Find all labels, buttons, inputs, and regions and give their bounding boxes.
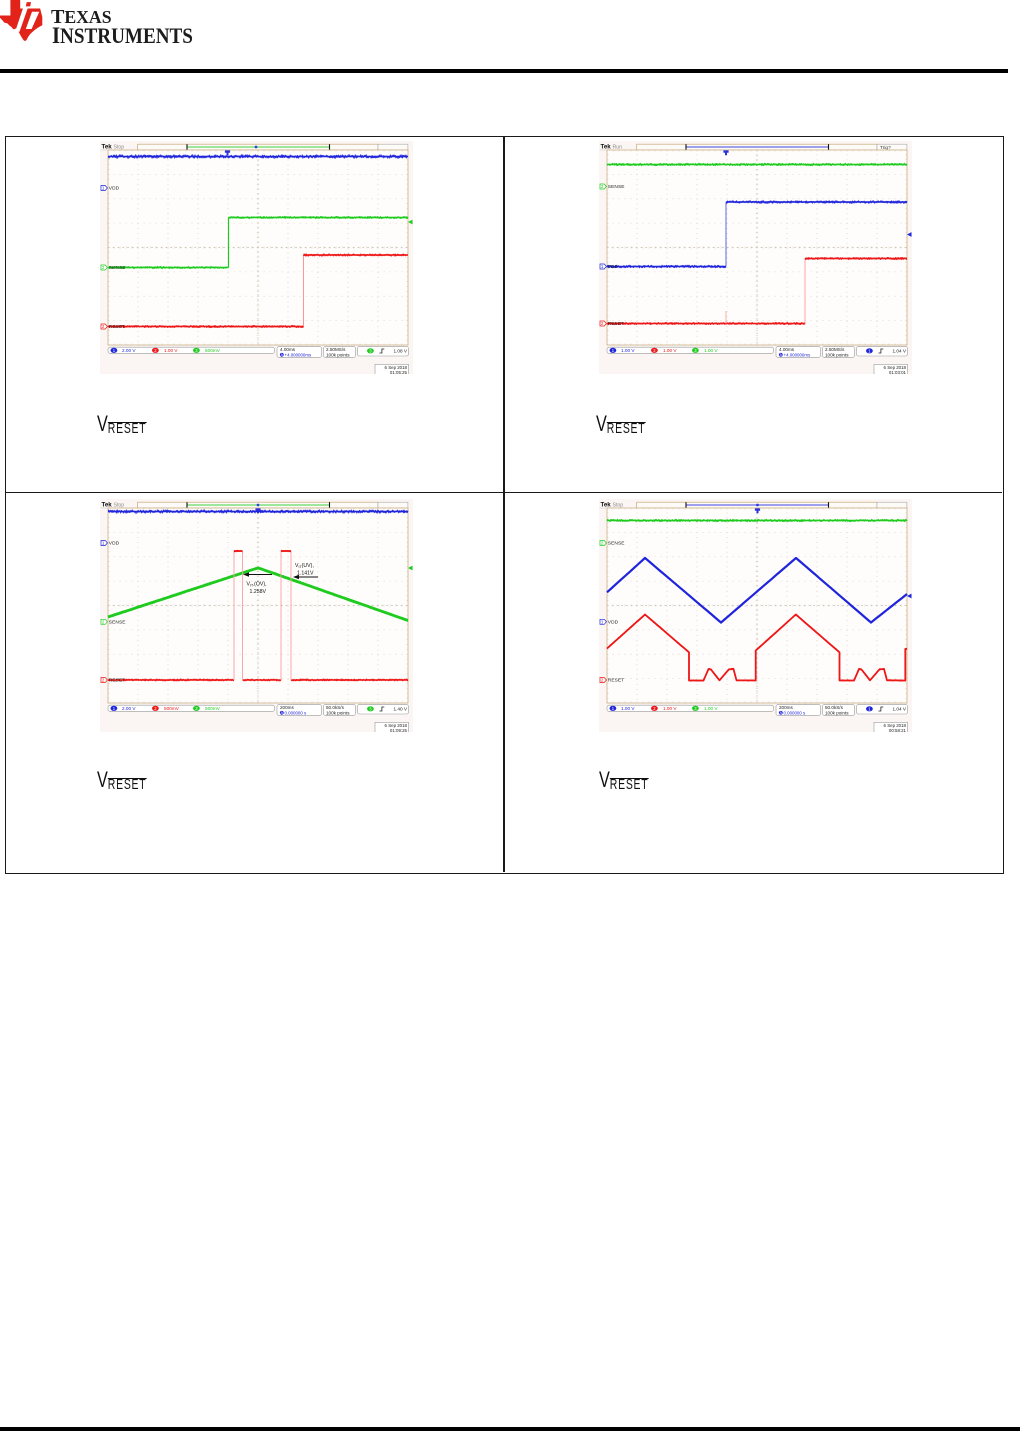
svg-text:0.000000 s: 0.000000 s [284, 710, 307, 715]
svg-text:200ms: 200ms [779, 705, 793, 710]
svg-text:1.00 V: 1.00 V [621, 348, 635, 353]
svg-text:A: A [280, 711, 283, 715]
svg-text:3: 3 [195, 347, 198, 352]
svg-text:01:05:25: 01:05:25 [389, 369, 407, 373]
svg-text:1.40 V: 1.40 V [393, 706, 407, 711]
svg-text:1.00 V: 1.00 V [704, 706, 718, 711]
svg-text:500mV: 500mV [164, 706, 180, 711]
svg-text:Tek: Tek [600, 143, 611, 150]
svg-text:01:03:01: 01:03:01 [888, 369, 906, 373]
svg-text:4.00ms: 4.00ms [779, 347, 795, 352]
svg-text:+4.000000ms: +4.000000ms [783, 352, 811, 357]
svg-text:1: 1 [600, 619, 603, 624]
svg-text:INSTRUMENTS: INSTRUMENTS [52, 22, 193, 49]
svg-text:VDD: VDD [108, 540, 119, 546]
svg-text:2: 2 [653, 347, 656, 352]
svg-text:1: 1 [112, 347, 115, 352]
svg-text:6 Sep 2018: 6 Sep 2018 [883, 365, 906, 370]
svg-text:2: 2 [101, 619, 104, 624]
svg-text:SENSE: SENSE [607, 184, 624, 190]
svg-text:2: 2 [154, 347, 157, 352]
svg-text:Trig?: Trig? [880, 145, 891, 151]
svg-text:1: 1 [101, 540, 104, 545]
svg-text:VDD: VDD [108, 185, 119, 191]
svg-text:2.00 V: 2.00 V [122, 348, 136, 353]
svg-text:SENSE: SENSE [108, 619, 125, 625]
svg-text:+4.000000ms: +4.000000ms [284, 352, 312, 357]
svg-text:100k points: 100k points [825, 352, 849, 357]
svg-text:2: 2 [101, 324, 104, 329]
svg-text:50.0kS/s: 50.0kS/s [825, 705, 844, 710]
svg-text:Tek: Tek [101, 501, 112, 508]
svg-text:3: 3 [694, 347, 697, 352]
svg-text:SENSE: SENSE [607, 540, 624, 546]
svg-text:1: 1 [101, 185, 104, 190]
svg-text:RESET: RESET [607, 321, 624, 327]
svg-text:00:58:21: 00:58:21 [888, 727, 906, 731]
svg-text:1.00 V: 1.00 V [621, 706, 635, 711]
svg-text:3: 3 [369, 706, 372, 711]
svg-text:1: 1 [600, 264, 603, 269]
svg-text:VIT(UV),: VIT(UV), [295, 563, 314, 569]
svg-text:0.000000 s: 0.000000 s [783, 710, 806, 715]
svg-text:TEXAS: TEXAS [51, 6, 112, 28]
svg-text:2: 2 [600, 677, 603, 682]
svg-text:100k points: 100k points [326, 710, 350, 715]
svg-text:VDD: VDD [607, 619, 618, 625]
svg-text:2: 2 [600, 321, 603, 326]
svg-text:6 Sep 2018: 6 Sep 2018 [384, 365, 407, 370]
svg-text:Run: Run [612, 144, 622, 150]
svg-text:A: A [779, 353, 782, 357]
svg-text:Stop: Stop [113, 144, 124, 150]
svg-text:VIT-(OV),: VIT-(OV), [246, 581, 266, 587]
svg-text:RESET: RESET [607, 677, 624, 683]
svg-text:3: 3 [369, 348, 372, 353]
svg-text:1: 1 [611, 705, 614, 710]
svg-text:A: A [779, 711, 782, 715]
svg-text:1.00 V: 1.00 V [663, 706, 677, 711]
svg-text:100k points: 100k points [326, 352, 350, 357]
svg-text:1.08 V: 1.08 V [393, 348, 407, 353]
svg-text:1.00 V: 1.00 V [663, 348, 677, 353]
svg-text:Tek: Tek [600, 501, 611, 508]
svg-text:4.00ms: 4.00ms [280, 347, 296, 352]
svg-text:1: 1 [868, 706, 871, 711]
svg-text:100k points: 100k points [825, 710, 849, 715]
svg-text:500mV: 500mV [205, 348, 221, 353]
svg-text:1.04 V: 1.04 V [892, 706, 906, 711]
svg-text:2: 2 [600, 540, 603, 545]
svg-text:VDD: VDD [607, 264, 618, 270]
svg-text:1.141V: 1.141V [297, 570, 314, 576]
svg-text:RESET: RESET [108, 324, 125, 330]
svg-text:1.258V: 1.258V [249, 589, 266, 595]
svg-text:2: 2 [101, 265, 104, 270]
svg-text:SENSE: SENSE [108, 265, 125, 271]
svg-text:6 Sep 2018: 6 Sep 2018 [384, 723, 407, 728]
svg-text:2: 2 [101, 677, 104, 682]
svg-text:2.00 V: 2.00 V [122, 706, 136, 711]
svg-text:Stop: Stop [113, 502, 124, 508]
svg-text:50.0kS/s: 50.0kS/s [326, 705, 345, 710]
svg-text:1: 1 [112, 705, 115, 710]
svg-text:1.04 V: 1.04 V [892, 348, 906, 353]
svg-text:200ms: 200ms [280, 705, 294, 710]
svg-text:Tek: Tek [101, 143, 112, 150]
svg-text:3: 3 [694, 705, 697, 710]
svg-text:2: 2 [154, 705, 157, 710]
svg-text:1: 1 [868, 348, 871, 353]
svg-text:01:09:25: 01:09:25 [389, 727, 407, 731]
svg-text:Stop: Stop [612, 502, 623, 508]
svg-text:2: 2 [653, 705, 656, 710]
svg-text:2.50MS/s: 2.50MS/s [825, 347, 845, 352]
svg-text:2.50MS/s: 2.50MS/s [326, 347, 346, 352]
svg-text:1.00 V: 1.00 V [704, 348, 718, 353]
svg-text:3: 3 [195, 705, 198, 710]
svg-text:A: A [280, 353, 283, 357]
svg-text:2: 2 [600, 184, 603, 189]
svg-text:RESET: RESET [108, 677, 125, 683]
svg-text:1: 1 [611, 347, 614, 352]
svg-text:6 Sep 2018: 6 Sep 2018 [883, 723, 906, 728]
svg-text:500mV: 500mV [205, 706, 221, 711]
svg-text:1.00 V: 1.00 V [164, 348, 178, 353]
